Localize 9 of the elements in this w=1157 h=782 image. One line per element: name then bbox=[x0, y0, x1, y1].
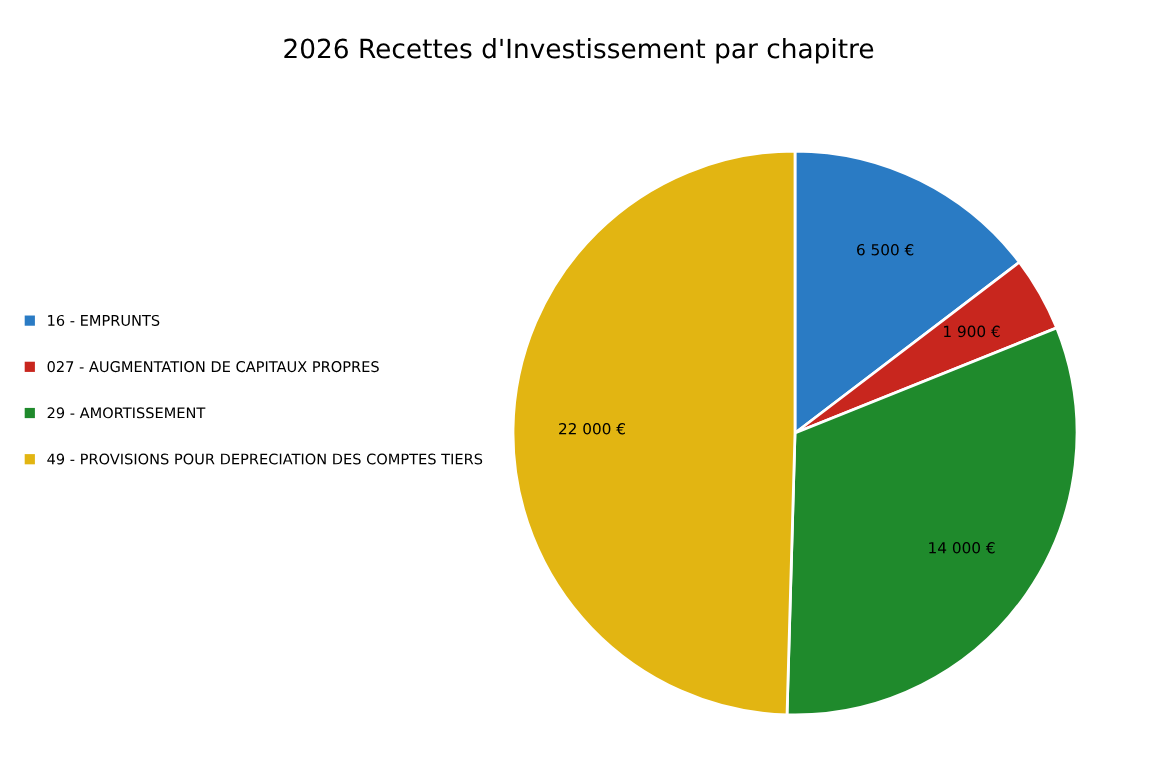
data-label: 6 500 € bbox=[857, 243, 914, 256]
legend-label: 027 - AUGMENTATION DE CAPITAUX PROPRES bbox=[47, 361, 379, 373]
data-label: 1 900 € bbox=[944, 325, 1000, 338]
legend-label: 29 - AMORTISSEMENT bbox=[47, 407, 206, 419]
legend-label: 16 - EMPRUNTS bbox=[48, 314, 160, 326]
data-label: 22 000 € bbox=[559, 423, 625, 435]
chart-title: 2026 Recettes d'Investissement par chapitre bbox=[284, 38, 874, 64]
data-label: 14 000 € bbox=[929, 541, 995, 554]
legend-label: 49 - PROVISIONS POUR DEPRECIATION DES COMPTES TIERS bbox=[47, 453, 483, 465]
